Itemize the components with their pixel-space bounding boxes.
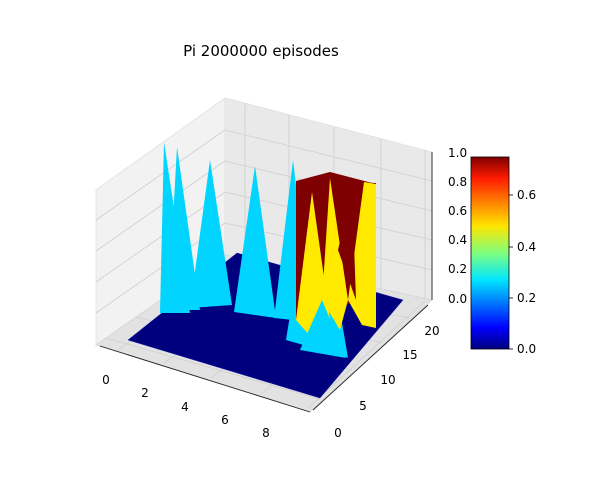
colorbar-tick-label: 0.2 bbox=[517, 291, 536, 305]
surface bbox=[127, 142, 404, 399]
spike-red bbox=[338, 188, 356, 300]
z-tick-label: 0.2 bbox=[448, 262, 467, 276]
z-tick-label: 0.4 bbox=[448, 233, 467, 247]
y-axis-line bbox=[312, 304, 429, 411]
x-tick-label: 6 bbox=[221, 413, 229, 427]
colorbar: 0.0 0.2 0.4 0.6 bbox=[470, 156, 536, 356]
z-tick-label: 0.0 bbox=[448, 292, 467, 306]
x-tick-label: 4 bbox=[181, 400, 189, 414]
spike-front bbox=[300, 300, 346, 358]
z-tick-label: 1.0 bbox=[448, 146, 467, 160]
y-tick-label: 5 bbox=[359, 399, 367, 413]
ridge-yellow-2 bbox=[322, 178, 348, 330]
y-tick-labels: 0 5 10 15 20 bbox=[334, 324, 439, 440]
y-tick-label: 20 bbox=[424, 324, 439, 338]
spike-3 bbox=[190, 160, 232, 308]
colorbar-tick-label: 0.4 bbox=[517, 240, 536, 254]
y-tick-label: 0 bbox=[334, 426, 342, 440]
z-tick-label: 0.8 bbox=[448, 175, 467, 189]
z-tick-label: 0.6 bbox=[448, 204, 467, 218]
spike-2 bbox=[168, 147, 200, 310]
plateau-red-top bbox=[296, 172, 376, 190]
colorbar-tick-label: 0.0 bbox=[517, 342, 536, 356]
colorbar-tick-label: 0.6 bbox=[517, 188, 536, 202]
y-tick-label: 15 bbox=[402, 348, 417, 362]
z-tick-labels: 0.0 0.2 0.4 0.6 0.8 1.0 bbox=[448, 146, 467, 306]
x-tick-labels: 0 2 4 6 8 bbox=[102, 373, 270, 440]
x-tick-label: 2 bbox=[141, 386, 149, 400]
chart-title: Pi 2000000 episodes bbox=[183, 42, 339, 60]
x-tick-label: 8 bbox=[262, 426, 270, 440]
axis-lines bbox=[99, 152, 433, 413]
y-tick-label: 10 bbox=[380, 373, 395, 387]
x-axis-line bbox=[99, 345, 311, 413]
spike-4 bbox=[234, 166, 276, 318]
x-tick-label: 0 bbox=[102, 373, 110, 387]
colorbar-gradient bbox=[470, 156, 510, 350]
